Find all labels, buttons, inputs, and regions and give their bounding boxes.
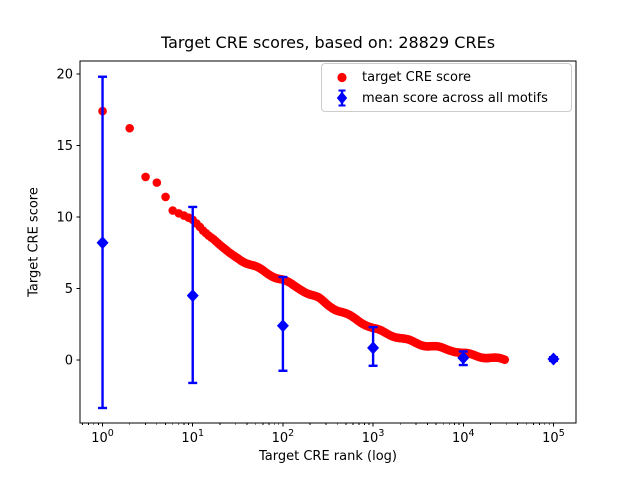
blue-diamond-errorbar-icon bbox=[336, 89, 348, 107]
y-tick-label: 5 bbox=[65, 282, 73, 297]
chart-title: Target CRE scores, based on: 28829 CREs bbox=[160, 33, 496, 52]
red-series-target-cre-scores bbox=[98, 106, 510, 364]
x-tick-label: 101 bbox=[181, 428, 204, 446]
legend-item-mean-score: mean score across all motifs bbox=[322, 88, 571, 108]
y-axis: 0 5 10 15 20 bbox=[56, 67, 80, 369]
legend-label: mean score across all motifs bbox=[362, 90, 548, 106]
x-tick-label: 100 bbox=[91, 428, 114, 446]
mean-errorbar bbox=[547, 352, 560, 366]
y-tick-label: 15 bbox=[56, 139, 73, 154]
mean-errorbar bbox=[276, 275, 289, 372]
x-axis: 100 101 102 103 104 105 bbox=[82, 423, 565, 446]
x-tick-label: 103 bbox=[362, 428, 385, 446]
y-tick-label: 0 bbox=[65, 354, 73, 369]
blue-series-mean-scores bbox=[96, 75, 560, 410]
y-tick-label: 10 bbox=[56, 210, 73, 225]
legend-label: target CRE score bbox=[362, 69, 472, 85]
legend-item-target-cre-score: target CRE score bbox=[322, 67, 571, 87]
y-axis-label: Target CRE score bbox=[26, 187, 42, 297]
mean-errorbar bbox=[96, 75, 109, 410]
x-tick-label: 105 bbox=[542, 428, 565, 446]
mean-errorbar bbox=[367, 325, 380, 367]
plot-spines bbox=[79, 60, 577, 424]
mean-errorbar bbox=[186, 205, 199, 385]
x-tick-label: 102 bbox=[272, 428, 295, 446]
y-tick-label: 20 bbox=[56, 67, 73, 82]
mean-errorbar bbox=[457, 350, 470, 367]
red-circle-icon bbox=[337, 72, 347, 83]
x-axis-label: Target CRE rank (log) bbox=[259, 449, 397, 464]
legend: target CRE score mean score across all m… bbox=[321, 63, 572, 112]
x-tick-label: 104 bbox=[452, 428, 475, 446]
